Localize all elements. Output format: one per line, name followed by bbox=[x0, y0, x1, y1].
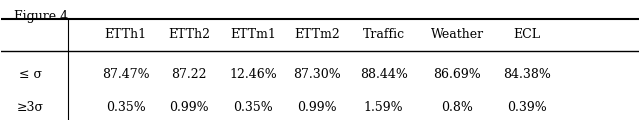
Text: ≤ σ: ≤ σ bbox=[19, 68, 42, 81]
Text: 88.44%: 88.44% bbox=[360, 68, 408, 81]
Text: 0.99%: 0.99% bbox=[170, 101, 209, 114]
Text: Weather: Weather bbox=[431, 28, 484, 41]
Text: 12.46%: 12.46% bbox=[229, 68, 277, 81]
Text: 87.22: 87.22 bbox=[172, 68, 207, 81]
Text: Traffic: Traffic bbox=[363, 28, 404, 41]
Text: ETTh2: ETTh2 bbox=[168, 28, 211, 41]
Text: 1.59%: 1.59% bbox=[364, 101, 404, 114]
Text: Figure 4: Figure 4 bbox=[14, 10, 68, 23]
Text: ETTh1: ETTh1 bbox=[104, 28, 147, 41]
Text: 0.35%: 0.35% bbox=[106, 101, 145, 114]
Text: ECL: ECL bbox=[513, 28, 541, 41]
Text: ETTm1: ETTm1 bbox=[230, 28, 276, 41]
Text: 0.8%: 0.8% bbox=[441, 101, 473, 114]
Text: 0.39%: 0.39% bbox=[508, 101, 547, 114]
Text: 87.47%: 87.47% bbox=[102, 68, 150, 81]
Text: ETTm2: ETTm2 bbox=[294, 28, 340, 41]
Text: ≥3σ: ≥3σ bbox=[17, 101, 44, 114]
Text: 86.69%: 86.69% bbox=[433, 68, 481, 81]
Text: 84.38%: 84.38% bbox=[503, 68, 551, 81]
Text: 0.35%: 0.35% bbox=[233, 101, 273, 114]
Text: 87.30%: 87.30% bbox=[293, 68, 340, 81]
Text: 0.99%: 0.99% bbox=[297, 101, 337, 114]
